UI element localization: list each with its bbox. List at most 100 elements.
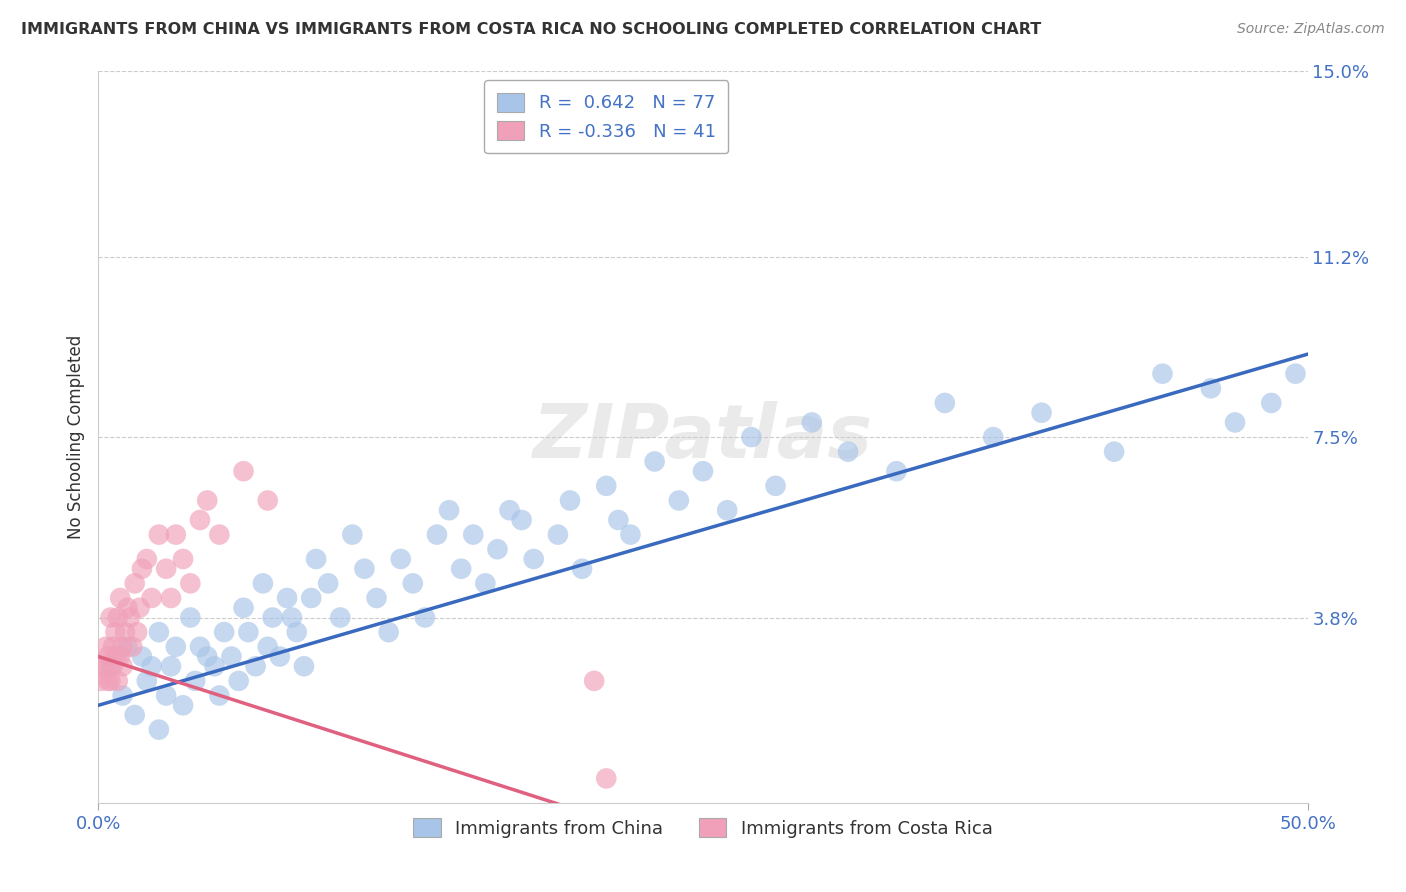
Point xyxy=(299,591,322,605)
Point xyxy=(94,659,117,673)
Text: ZIPatlas: ZIPatlas xyxy=(533,401,873,474)
Point xyxy=(256,640,278,654)
Point xyxy=(165,527,187,541)
Point xyxy=(269,649,291,664)
Y-axis label: No Schooling Completed: No Schooling Completed xyxy=(66,335,84,539)
Point xyxy=(111,640,134,654)
Point xyxy=(160,659,183,673)
Point xyxy=(716,503,738,517)
Point xyxy=(97,673,120,688)
Point xyxy=(179,576,201,591)
Point xyxy=(108,649,131,664)
Point xyxy=(124,576,146,591)
Point xyxy=(232,464,254,478)
Point xyxy=(389,552,412,566)
Point xyxy=(510,513,533,527)
Point xyxy=(114,625,136,640)
Point xyxy=(135,552,157,566)
Point xyxy=(165,640,187,654)
Point xyxy=(668,493,690,508)
Point xyxy=(141,591,163,605)
Point xyxy=(188,513,211,527)
Point xyxy=(124,708,146,723)
Point xyxy=(117,640,139,654)
Point xyxy=(256,493,278,508)
Point xyxy=(498,503,520,517)
Point xyxy=(195,493,218,508)
Point xyxy=(127,625,149,640)
Point xyxy=(107,610,129,624)
Point xyxy=(172,698,194,713)
Point xyxy=(595,772,617,786)
Point xyxy=(886,464,908,478)
Point xyxy=(131,649,153,664)
Point xyxy=(184,673,207,688)
Point xyxy=(571,562,593,576)
Legend: Immigrants from China, Immigrants from Costa Rica: Immigrants from China, Immigrants from C… xyxy=(406,811,1000,845)
Point xyxy=(316,576,339,591)
Point xyxy=(117,600,139,615)
Point xyxy=(292,659,315,673)
Point xyxy=(523,552,546,566)
Point xyxy=(644,454,666,468)
Point xyxy=(595,479,617,493)
Point xyxy=(188,640,211,654)
Point xyxy=(450,562,472,576)
Point xyxy=(179,610,201,624)
Point xyxy=(212,625,235,640)
Point xyxy=(148,723,170,737)
Point xyxy=(1102,444,1125,458)
Point xyxy=(607,513,630,527)
Point xyxy=(765,479,787,493)
Point xyxy=(1199,381,1222,395)
Point xyxy=(276,591,298,605)
Point xyxy=(486,542,509,557)
Point xyxy=(195,649,218,664)
Point xyxy=(377,625,399,640)
Point xyxy=(100,659,122,673)
Point xyxy=(1031,406,1053,420)
Point xyxy=(100,673,122,688)
Point xyxy=(252,576,274,591)
Point xyxy=(100,610,122,624)
Point xyxy=(155,562,177,576)
Point xyxy=(1223,416,1246,430)
Point xyxy=(1284,367,1306,381)
Point xyxy=(262,610,284,624)
Point xyxy=(558,493,581,508)
Point xyxy=(547,527,569,541)
Point xyxy=(141,659,163,673)
Point xyxy=(208,527,231,541)
Point xyxy=(107,673,129,688)
Point xyxy=(108,591,131,605)
Point xyxy=(305,552,328,566)
Point xyxy=(837,444,859,458)
Point xyxy=(135,673,157,688)
Point xyxy=(463,527,485,541)
Point xyxy=(111,689,134,703)
Point xyxy=(245,659,267,673)
Point xyxy=(281,610,304,624)
Point xyxy=(148,625,170,640)
Point xyxy=(232,600,254,615)
Point xyxy=(228,673,250,688)
Point xyxy=(353,562,375,576)
Point xyxy=(101,659,124,673)
Point xyxy=(692,464,714,478)
Point xyxy=(238,625,260,640)
Point xyxy=(121,640,143,654)
Point xyxy=(208,689,231,703)
Point xyxy=(740,430,762,444)
Point xyxy=(329,610,352,624)
Point xyxy=(413,610,436,624)
Point xyxy=(583,673,606,688)
Point xyxy=(437,503,460,517)
Point xyxy=(981,430,1004,444)
Point xyxy=(94,640,117,654)
Point xyxy=(474,576,496,591)
Point xyxy=(104,625,127,640)
Text: IMMIGRANTS FROM CHINA VS IMMIGRANTS FROM COSTA RICA NO SCHOOLING COMPLETED CORRE: IMMIGRANTS FROM CHINA VS IMMIGRANTS FROM… xyxy=(21,22,1042,37)
Text: Source: ZipAtlas.com: Source: ZipAtlas.com xyxy=(1237,22,1385,37)
Point xyxy=(104,649,127,664)
Point xyxy=(118,610,141,624)
